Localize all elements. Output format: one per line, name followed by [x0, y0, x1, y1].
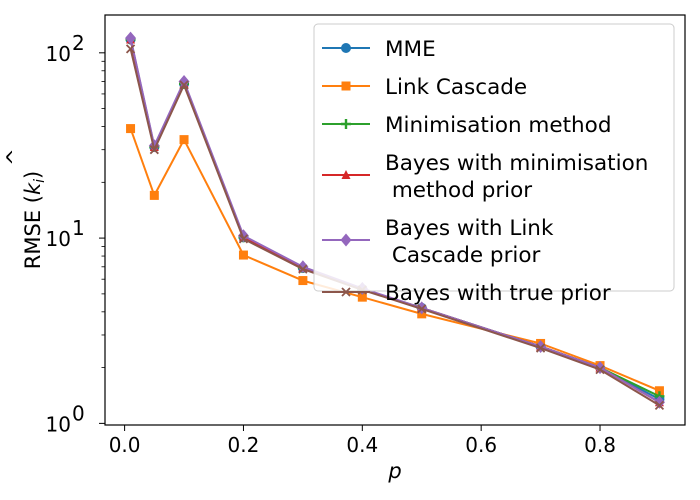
x-tick-label-0: 0.0	[109, 433, 141, 457]
data-point-1-5	[357, 292, 367, 302]
data-point-5-8	[595, 365, 605, 375]
legend-label-line: method prior	[385, 178, 532, 203]
data-point-5-1	[149, 145, 159, 155]
y-axis-label-close: )	[21, 171, 45, 179]
legend-label-4: Bayes with Link Cascade prior	[385, 216, 554, 268]
legend-box	[313, 23, 675, 292]
legend-marker-2	[341, 119, 351, 129]
x-axis-label: p	[387, 459, 401, 483]
y-tick-exponent-1: 1	[72, 216, 85, 240]
y-tick-label-0: 10	[46, 412, 71, 436]
legend-label-line: Cascade prior	[385, 243, 541, 268]
plot-frame	[104, 14, 686, 426]
legend-marker-0	[341, 43, 351, 53]
legend: MME Link Cascade Minimisation method Bayes …	[313, 23, 675, 306]
y-axis-label: RMSE (ki)	[21, 171, 48, 269]
y-tick-label-1: 10	[46, 227, 71, 251]
legend-label-1: Link Cascade	[385, 75, 527, 100]
data-point-5-9	[654, 400, 665, 411]
legend-marker-3	[341, 170, 351, 179]
legend-label-line: Bayes with minimisation	[385, 151, 648, 176]
y-axis-label-hat: ^	[3, 148, 27, 166]
legend-label-3: Bayes with minimisation method prior	[385, 151, 648, 203]
x-tick-label-2: 0.4	[346, 433, 378, 457]
x-axis: 0.0 0.2 0.4 0.6 0.8	[109, 425, 616, 457]
legend-label-2: Minimisation method	[385, 113, 611, 138]
data-point-1-4	[298, 276, 308, 286]
y-tick-exponent-0: 0	[72, 401, 85, 425]
legend-label-line: Minimisation method	[385, 113, 611, 138]
legend-label-0: MME	[385, 37, 436, 62]
y-axis-label-sub: i	[32, 179, 48, 183]
data-point-5-3	[238, 234, 249, 244]
data-point-5-0	[125, 44, 136, 54]
x-tick-label-4: 0.8	[584, 433, 616, 457]
legend-label-5: Bayes with true prior	[385, 281, 611, 306]
y-axis-label-k: k	[21, 182, 45, 195]
x-tick-label-3: 0.6	[465, 433, 497, 457]
legend-label-line: Bayes with true prior	[385, 281, 611, 306]
legend-label-line: MME	[385, 37, 436, 62]
x-tick-label-1: 0.2	[228, 433, 260, 457]
data-point-5-6	[417, 304, 427, 314]
data-point-4-0	[125, 31, 137, 45]
legend-marker-1	[341, 81, 351, 91]
data-point-4-2	[178, 75, 190, 89]
y-tick-label-2: 10	[46, 42, 71, 66]
data-point-1-0	[126, 124, 136, 134]
legend-marker-5	[341, 287, 351, 297]
data-point-1-1	[149, 190, 159, 200]
data-point-1-2	[179, 135, 189, 145]
data-point-5-7	[535, 343, 546, 353]
data-point-5-2	[179, 80, 189, 90]
y-axis-label-main: RMSE (	[21, 195, 45, 269]
data-point-1-9	[654, 386, 664, 396]
y-tick-exponent-2: 2	[72, 31, 85, 55]
legend-label-line: Bayes with Link	[385, 216, 554, 241]
legend-marker-4	[340, 233, 352, 247]
legend-label-line: Link Cascade	[385, 75, 527, 100]
data-point-4-9	[653, 395, 665, 409]
data-point-1-3	[238, 250, 248, 260]
data-point-5-4	[298, 264, 308, 274]
